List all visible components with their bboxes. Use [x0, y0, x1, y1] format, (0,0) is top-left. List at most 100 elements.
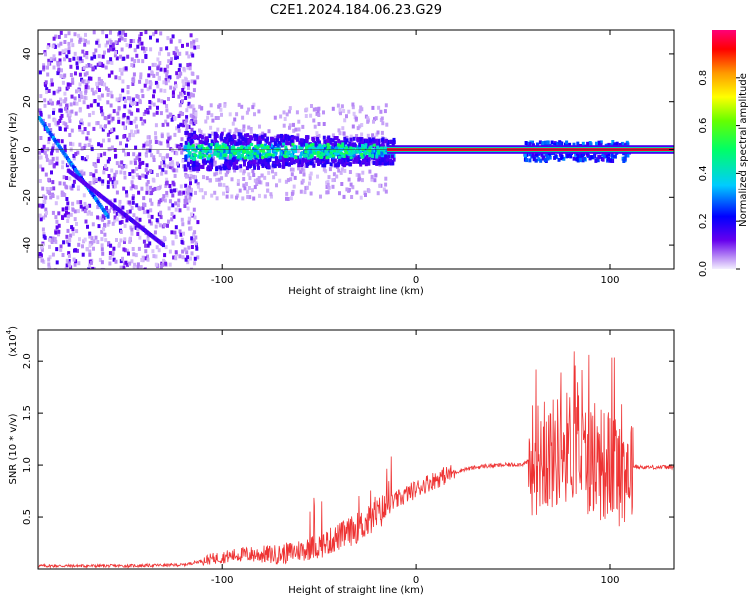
spectrogram-cell [120, 71, 124, 76]
spectrogram-cell [572, 156, 576, 161]
spectrogram-cell [80, 59, 84, 63]
spectrogram-cell [110, 94, 114, 99]
spectrogram-cell [211, 149, 215, 154]
spectrogram-cell [186, 42, 189, 47]
spectrogram-cell [363, 159, 367, 164]
spectrogram-cell [75, 222, 78, 226]
spectrogram-cell [323, 139, 327, 144]
spectrogram-cell [126, 85, 130, 89]
spectrogram-cell [329, 162, 333, 167]
spectrogram-cell [228, 165, 232, 170]
spectrogram-cell [254, 134, 258, 139]
spectrogram-cell [534, 152, 538, 157]
spectrogram-cell [106, 184, 110, 189]
spectrogram-cell [322, 110, 325, 115]
spectrogram-cell [132, 213, 136, 218]
spectrogram-cell [372, 143, 376, 147]
spectrogram-cell [574, 152, 578, 157]
spectrogram-cell [47, 265, 51, 269]
spectrogram-cell [253, 112, 256, 117]
spectrogram-cell [213, 135, 217, 140]
spectrogram-cell [103, 82, 107, 87]
spectrogram-cell [374, 116, 378, 121]
spectrogram-cell [55, 219, 59, 224]
spectrogram-cell [39, 217, 43, 222]
spectrogram-cell [285, 112, 289, 117]
spectrogram-cell [357, 177, 361, 182]
spectrogram-cell [115, 56, 119, 61]
spectrogram-cell [78, 38, 82, 42]
spectrogram-cell [227, 145, 231, 149]
spectrogram-cell [110, 70, 114, 75]
spectrogram-cell [62, 121, 66, 126]
spectrogram-cell [194, 190, 197, 195]
spectrogram-cell [160, 134, 164, 139]
spectrogram-cell [136, 232, 140, 236]
spectrogram-cell [389, 139, 393, 144]
spectrogram-cell [171, 34, 175, 39]
spectrogram-cell [122, 134, 126, 139]
spectrogram-cell [81, 252, 85, 257]
spectrogram-cell [81, 49, 85, 54]
spectrogram-cell [337, 147, 341, 152]
spectrogram-cell [131, 194, 135, 199]
spectrogram-cell [104, 65, 108, 70]
spectrogram-cell [375, 132, 379, 137]
spectrogram-cell [322, 167, 326, 172]
spectrogram-cell [184, 121, 188, 125]
spectrogram-cell [100, 247, 104, 252]
spectrogram-cell [89, 63, 93, 68]
spectrogram-cell [45, 90, 49, 94]
spectrogram-cell [376, 146, 380, 150]
spectrogram-cell [237, 139, 241, 144]
spectrogram-cell [71, 231, 75, 236]
spectrogram-cell [370, 139, 374, 144]
colorbar-gradient [712, 30, 736, 269]
spectrogram-cell [258, 193, 261, 198]
spectrogram-cell [100, 229, 104, 234]
spectrogram-cell [144, 109, 148, 114]
spectrogram-cell [83, 201, 87, 206]
spectrogram-cell [541, 141, 545, 146]
spectrogram-cell [262, 149, 266, 153]
spectrogram-cell [164, 81, 168, 86]
spectrogram-cell [86, 104, 90, 109]
spectrogram-cell [166, 114, 170, 119]
spectrogram-cell [115, 190, 119, 195]
spectrogram-cell [282, 161, 286, 166]
spectrogram-cell [192, 39, 196, 44]
spectrogram-cell [144, 30, 148, 35]
spectrogram-cell [174, 46, 178, 51]
spectrogram-cell [154, 123, 158, 128]
spectrogram-cell [345, 146, 349, 150]
spectrogram-cell [166, 164, 170, 169]
spectrogram-cell [166, 132, 170, 137]
spectrogram-cell [253, 159, 257, 164]
spectrogram-cell [169, 112, 173, 117]
spectrogram-cell [259, 149, 263, 153]
spectrogram-cell [96, 215, 100, 220]
spectrogram-cell [334, 163, 338, 168]
spectrogram-cell [119, 170, 123, 175]
spectrogram-cell [349, 182, 353, 187]
snr-series-line [38, 351, 674, 569]
spectrogram-cell [590, 155, 594, 160]
spectrogram-cell [266, 158, 270, 163]
spectrogram-cell [242, 169, 246, 174]
spectrogram-cell [300, 151, 304, 156]
spectrogram-cell [203, 154, 207, 158]
spectrogram-cell [188, 62, 192, 67]
spectrogram-cell [149, 221, 153, 226]
spectrogram-cell [211, 118, 215, 123]
spectrogram-cell [290, 172, 294, 177]
spectrogram-cell [83, 209, 87, 214]
x-tick-label: -100 [211, 575, 234, 586]
spectrogram-cell [241, 196, 245, 201]
spectrogram-cell [302, 139, 306, 143]
spectrogram-cell [279, 114, 283, 119]
spectrogram-cell [146, 237, 150, 242]
spectrogram-cell [373, 117, 376, 122]
spectrogram-cell [325, 190, 329, 195]
spectrogram-cell [386, 142, 390, 147]
spectrogram-cell [72, 257, 76, 262]
